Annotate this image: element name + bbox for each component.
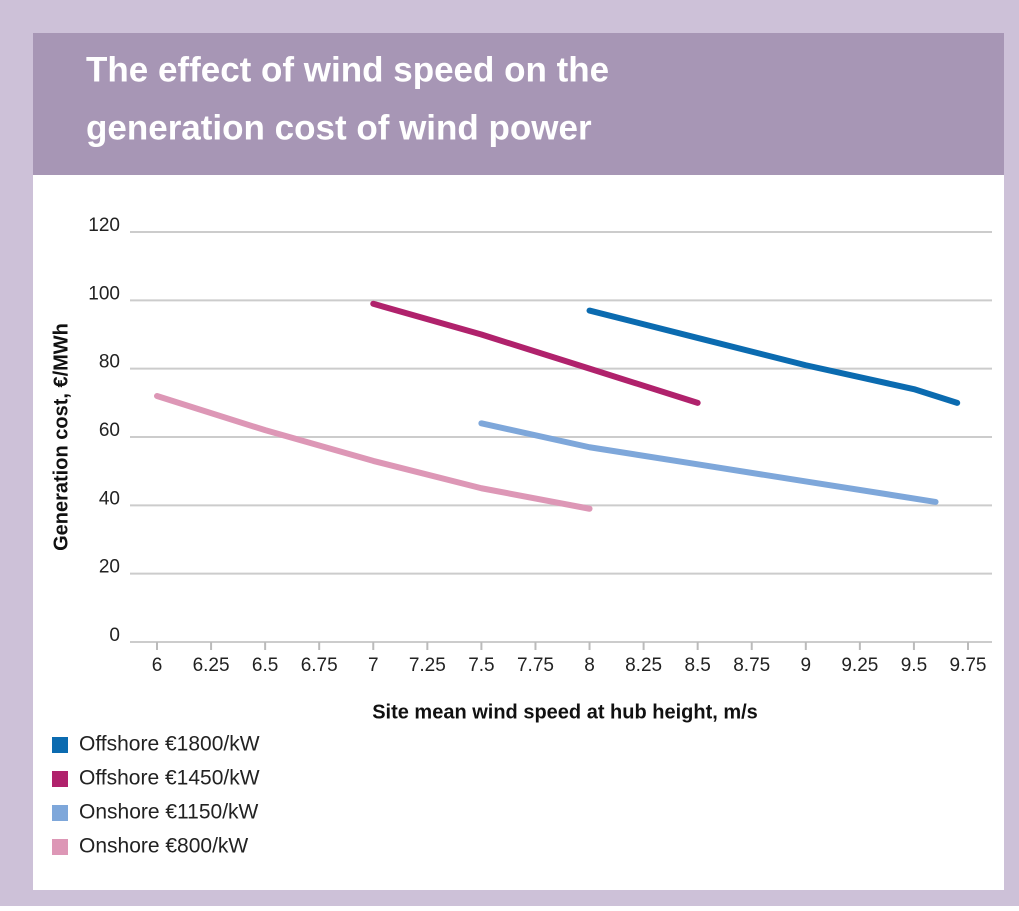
y-tick-label: 0 bbox=[109, 625, 120, 646]
x-tick-label: 7.25 bbox=[409, 655, 446, 676]
x-tick-label: 6 bbox=[152, 655, 163, 676]
legend-swatch bbox=[52, 737, 68, 753]
legend-swatch bbox=[52, 805, 68, 821]
x-tick-label: 8.75 bbox=[733, 655, 770, 676]
series-line bbox=[370, 300, 701, 406]
x-tick-label: 9.25 bbox=[841, 655, 878, 676]
y-tick-label: 120 bbox=[88, 215, 120, 236]
y-tick-label: 100 bbox=[88, 283, 120, 304]
legend-label: Onshore €1150/kW bbox=[79, 801, 259, 824]
panel bbox=[33, 33, 1004, 890]
x-tick-label: 9.75 bbox=[950, 655, 987, 676]
title-band bbox=[33, 33, 1004, 175]
y-tick-label: 80 bbox=[99, 352, 120, 373]
x-tick-label: 7.5 bbox=[468, 655, 494, 676]
chart-title: The effect of wind speed on the bbox=[86, 50, 609, 89]
x-tick-label: 6.75 bbox=[301, 655, 338, 676]
x-tick-label: 8.25 bbox=[625, 655, 662, 676]
series-line bbox=[478, 420, 939, 505]
x-tick-label: 9 bbox=[801, 655, 812, 676]
y-axis-label: Generation cost, €/MWh bbox=[50, 323, 72, 551]
x-tick-label: 6.5 bbox=[252, 655, 278, 676]
chart-title: generation cost of wind power bbox=[86, 108, 592, 147]
x-tick-label: 9.5 bbox=[901, 655, 927, 676]
series-line bbox=[154, 393, 593, 512]
x-tick-label: 6.25 bbox=[193, 655, 230, 676]
legend-label: Onshore €800/kW bbox=[79, 835, 248, 858]
y-tick-label: 40 bbox=[99, 488, 120, 509]
x-axis-label: Site mean wind speed at hub height, m/s bbox=[372, 701, 758, 723]
x-tick-label: 7 bbox=[368, 655, 379, 676]
y-tick-label: 60 bbox=[99, 420, 120, 441]
x-tick-label: 8.5 bbox=[684, 655, 710, 676]
x-tick-label: 8 bbox=[584, 655, 595, 676]
legend-swatch bbox=[52, 771, 68, 787]
series-line bbox=[586, 307, 961, 406]
legend-swatch bbox=[52, 839, 68, 855]
legend-label: Offshore €1800/kW bbox=[79, 733, 260, 756]
y-tick-label: 20 bbox=[99, 557, 120, 578]
x-tick-label: 7.75 bbox=[517, 655, 554, 676]
legend-label: Offshore €1450/kW bbox=[79, 767, 260, 790]
